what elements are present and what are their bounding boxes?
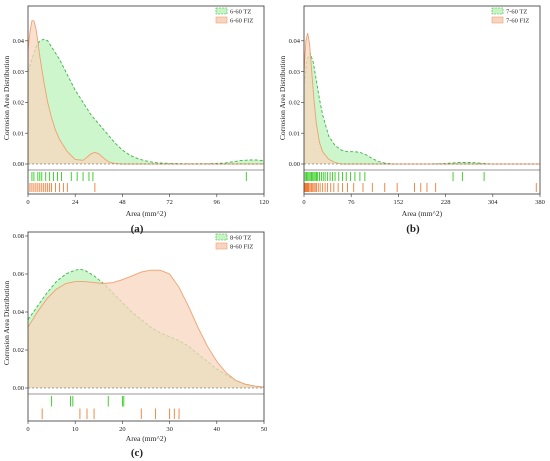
density-line-fiz (28, 269, 264, 388)
y-tick-label: 0.01 (289, 130, 300, 137)
density-area-fiz (28, 20, 264, 164)
x-tick-label: 0 (26, 426, 29, 433)
density-area-tz (28, 39, 264, 164)
x-tick-label: 0 (302, 199, 305, 206)
x-axis-title: Area (mm^2) (126, 434, 167, 443)
legend-swatch-fiz (215, 16, 228, 24)
density-line-fiz (304, 32, 540, 165)
x-tick-label: 304 (488, 199, 499, 206)
density-line-tz (304, 51, 540, 165)
y-tick-label: 0.00 (13, 161, 24, 168)
y-tick-label: 0.03 (13, 69, 24, 76)
legend-label: 7-60 TZ (506, 9, 527, 16)
legend-swatch-tz (215, 233, 228, 241)
x-tick-label: 76 (348, 199, 355, 206)
x-tick-label: 20 (119, 426, 126, 433)
chart-panel-3: 0.00 0.02 0.04 0.06 0.08 0 10 20 30 40 50 Area (mm^… (2, 231, 268, 459)
legend-swatch-fiz (215, 242, 228, 250)
density-area-fiz (304, 33, 540, 164)
chart-panel-2: 0.00 0.01 0.02 0.03 0.04 0 76 152 228 304 380 Area … (278, 5, 545, 235)
x-tick-label: 120 (259, 199, 269, 206)
density-area-tz (304, 53, 540, 164)
y-tick-label: 0.01 (13, 130, 24, 137)
legend-label: 8-60 TZ (230, 235, 251, 242)
density-line-tz (28, 38, 264, 165)
x-tick-label: 228 (441, 199, 451, 206)
y-tick-label: 0.04 (289, 38, 301, 45)
x-tick-label: 0 (26, 199, 29, 206)
y-tick-label: 0.04 (13, 309, 25, 316)
density-area-fiz (28, 270, 264, 388)
x-tick-label: 50 (261, 426, 268, 433)
x-tick-label: 10 (72, 426, 79, 433)
plot-frame (27, 5, 265, 195)
legend-label: 7-60 FIZ (506, 18, 529, 25)
chart-panel-1: 0.00 0.01 0.02 0.03 0.04 0 24 48 72 96 120 Area (mm… (2, 5, 269, 235)
x-axis-title: Area (mm^2) (402, 209, 443, 218)
y-tick-label: 0.00 (13, 385, 24, 392)
x-tick-label: 72 (166, 199, 173, 206)
density-line-fiz (28, 20, 264, 165)
legend: 6-60 TZ 6-60 FIZ (215, 7, 253, 25)
legend-label: 6-60 FIZ (230, 18, 253, 25)
y-tick-label: 0.02 (13, 100, 24, 107)
legend-label: 8-60 FIZ (230, 244, 253, 251)
panel-label: (a) (131, 223, 144, 235)
y-tick-label: 0.08 (13, 233, 24, 240)
x-tick-label: 380 (535, 199, 545, 206)
legend-swatch-tz (491, 7, 504, 15)
panel-label: (b) (406, 223, 420, 235)
x-tick-label: 24 (72, 199, 79, 206)
y-axis-title: Corrosion Area Distribution (2, 281, 11, 365)
y-tick-label: 0.04 (13, 38, 25, 45)
y-tick-label: 0.03 (289, 69, 300, 76)
x-tick-label: 30 (166, 426, 173, 433)
x-tick-label: 152 (394, 199, 404, 206)
y-axis-title: Corrosion Area Distribution (2, 56, 11, 140)
x-tick-label: 96 (214, 199, 221, 206)
panel-label: (c) (131, 447, 144, 459)
y-tick-label: 0.02 (13, 347, 24, 354)
y-tick-label: 0.02 (289, 100, 300, 107)
x-axis-title: Area (mm^2) (126, 209, 167, 218)
x-tick-label: 40 (214, 426, 221, 433)
legend-swatch-fiz (491, 16, 504, 24)
y-tick-label: 0.06 (13, 271, 25, 278)
x-tick-label: 48 (119, 199, 126, 206)
legend-label: 6-60 TZ (230, 9, 251, 16)
plot-frame (27, 231, 265, 422)
plot-frame (303, 5, 541, 195)
y-axis-title: Corrosion Area Distribution (278, 56, 287, 140)
legend-swatch-tz (215, 7, 228, 15)
y-tick-label: 0.00 (289, 161, 300, 168)
legend: 8-60 TZ 8-60 FIZ (215, 233, 253, 251)
legend: 7-60 TZ 7-60 FIZ (491, 7, 529, 25)
